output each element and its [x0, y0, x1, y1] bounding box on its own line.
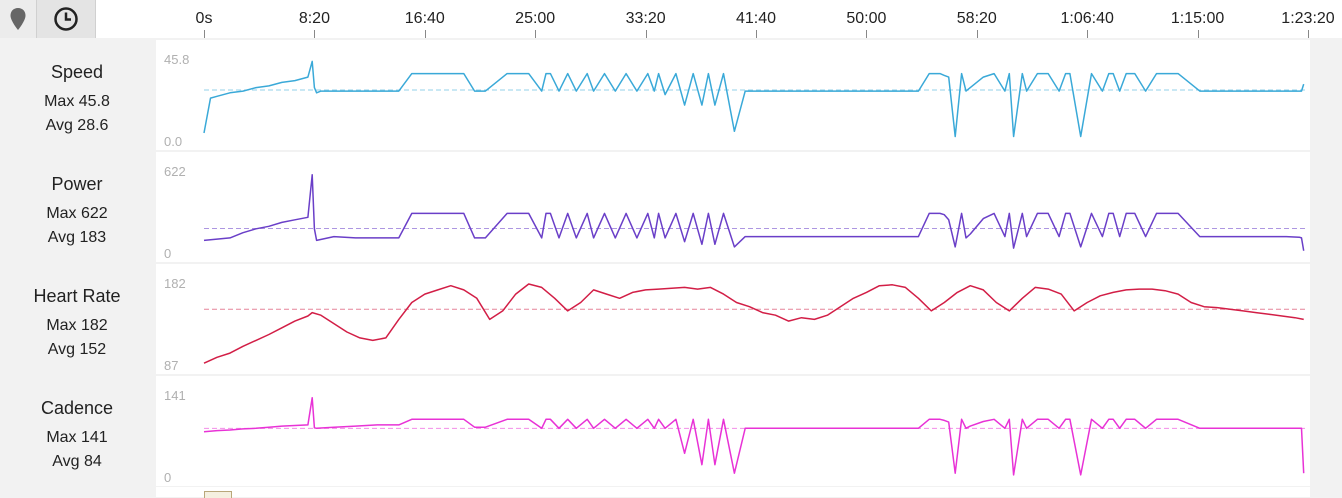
speed-series-line [203, 60, 1305, 138]
heart-rate-chart: 182 87 [164, 276, 1308, 373]
time-tick-mark [1197, 30, 1199, 38]
power-plot[interactable]: 622 0 [156, 152, 1310, 262]
time-tick-label: 25:00 [515, 10, 556, 27]
power-y-max-label: 622 [164, 164, 186, 179]
heart-rate-plot[interactable]: 182 87 [156, 264, 1310, 374]
speed-summary: Speed Max 45.8 Avg 28.6 [0, 62, 154, 135]
range-handle[interactable] [204, 491, 232, 498]
power-avg-label: Avg 183 [47, 229, 107, 246]
cadence-y-max-label: 141 [164, 388, 186, 403]
time-tick-label: 1:15:00 [1170, 10, 1225, 27]
heart-rate-summary: Heart Rate Max 182 Avg 152 [0, 286, 154, 359]
cadence-chart: 141 0 [164, 388, 1308, 485]
cadence-plot[interactable]: 141 0 [156, 376, 1310, 486]
time-tick-label: 41:40 [735, 10, 777, 27]
time-tick-label: 33:20 [625, 10, 666, 27]
speed-plot[interactable]: 45.8 0.0 [156, 40, 1310, 150]
time-tick-label: 1:06:40 [1060, 10, 1114, 27]
time-tick-label: 50:00 [846, 10, 887, 27]
time-tick-label: 8:20 [298, 10, 330, 27]
time-tick-mark [756, 30, 757, 38]
power-chart: 622 0 [164, 164, 1308, 261]
cadence-avg-label: Avg 84 [52, 453, 102, 470]
power-summary: Power Max 622 Avg 183 [0, 174, 154, 247]
time-tick-mark [204, 30, 205, 38]
power-y-min-label: 0 [164, 246, 171, 261]
power-series-line [203, 174, 1305, 251]
heart-rate-series-line [203, 283, 1304, 364]
speed-y-min-label: 0.0 [164, 134, 182, 149]
heart-rate-name-label: Heart Rate [33, 286, 121, 306]
time-tick-mark [314, 30, 316, 38]
cadence-summary: Cadence Max 141 Avg 84 [0, 398, 154, 471]
time-tick-label: 16:40 [404, 10, 445, 27]
time-tick-label: 0s [195, 10, 213, 27]
timeline-toolbar: 0s 8:20 16:40 25:00 33:20 41:40 50:00 58:20 1:06… [0, 0, 1342, 38]
time-tick-mark [424, 30, 426, 38]
speed-y-max-label: 45.8 [164, 52, 189, 67]
cadence-max-label: Max 141 [46, 429, 108, 446]
map-pin-icon [10, 8, 26, 30]
time-tick-mark [976, 30, 978, 38]
clock-icon [54, 7, 78, 31]
speed-max-label: Max 45.8 [44, 93, 110, 110]
speed-avg-label: Avg 28.6 [45, 117, 109, 134]
heart-rate-y-max-label: 182 [164, 276, 186, 291]
time-tick-mark [645, 30, 647, 38]
heart-rate-max-label: Max 182 [46, 317, 108, 334]
speed-chart: 45.8 0.0 [164, 52, 1308, 149]
time-tick-label: 1:23:20 [1281, 10, 1335, 27]
cadence-series-line [203, 396, 1305, 476]
time-tick-mark [1087, 30, 1089, 38]
time-tick-mark [535, 30, 537, 38]
heart-rate-avg-label: Avg 152 [47, 341, 107, 358]
map-pin-button[interactable] [0, 0, 36, 38]
cadence-name-label: Cadence [40, 398, 114, 418]
cadence-y-min-label: 0 [164, 470, 171, 485]
heart-rate-y-min-label: 87 [164, 358, 178, 373]
power-name-label: Power [51, 174, 103, 194]
power-max-label: Max 622 [46, 205, 108, 222]
time-tick-label: 58:20 [956, 10, 997, 27]
speed-name-label: Speed [50, 62, 104, 82]
time-axis-button[interactable] [36, 0, 96, 38]
scroll-strip [156, 487, 1310, 497]
time-tick-mark [866, 30, 868, 38]
time-tick-mark [1308, 30, 1309, 38]
